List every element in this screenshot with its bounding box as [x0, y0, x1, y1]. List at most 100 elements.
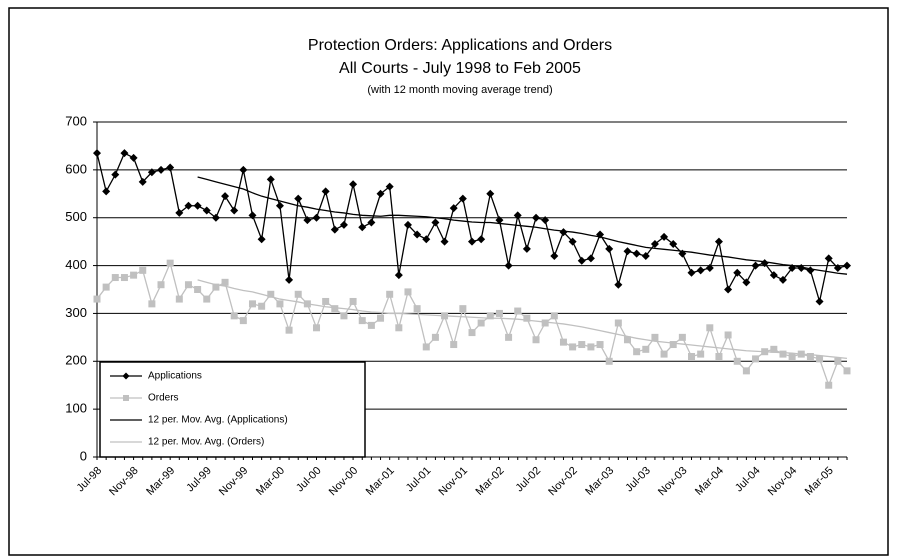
series-line — [197, 176, 848, 275]
marker — [276, 300, 284, 308]
marker — [614, 319, 622, 327]
marker — [120, 274, 128, 282]
marker — [431, 218, 440, 227]
legend-marker — [123, 395, 129, 401]
marker — [788, 353, 796, 360]
marker — [468, 237, 476, 246]
marker — [752, 355, 760, 363]
marker — [331, 305, 339, 313]
marker — [166, 259, 174, 267]
marker — [413, 230, 422, 239]
chart-subtitle: All Courts - July 1998 to Feb 2005 — [339, 60, 581, 77]
legend-label: Applications — [148, 371, 202, 382]
marker — [696, 266, 705, 275]
marker — [532, 213, 541, 222]
marker — [111, 170, 120, 179]
y-tick-label: 100 — [65, 401, 87, 416]
marker — [395, 324, 403, 332]
marker — [486, 312, 494, 320]
marker — [559, 338, 567, 346]
marker — [724, 331, 732, 339]
marker — [697, 350, 705, 358]
marker — [824, 254, 833, 263]
marker — [385, 182, 394, 191]
marker — [275, 201, 284, 210]
y-tick-label: 200 — [65, 353, 87, 368]
marker — [93, 295, 101, 303]
marker — [733, 268, 742, 277]
marker — [157, 281, 165, 289]
marker — [587, 343, 595, 351]
marker — [660, 232, 669, 241]
marker — [166, 163, 175, 172]
marker — [450, 341, 458, 349]
marker — [175, 208, 184, 217]
marker — [550, 252, 559, 260]
marker — [313, 324, 321, 332]
marker — [513, 211, 522, 220]
marker — [751, 261, 760, 270]
marker — [834, 357, 842, 365]
marker — [422, 343, 430, 351]
series-line — [197, 279, 848, 360]
marker — [102, 187, 111, 196]
marker — [778, 275, 787, 284]
marker — [577, 256, 586, 265]
marker — [339, 220, 348, 229]
marker — [468, 329, 476, 337]
marker — [742, 278, 751, 287]
marker — [130, 271, 138, 279]
marker — [266, 175, 275, 184]
marker — [267, 290, 275, 298]
marker — [248, 300, 256, 308]
marker — [641, 252, 650, 260]
marker — [705, 263, 714, 272]
marker — [816, 355, 824, 363]
marker — [733, 357, 741, 365]
marker — [258, 302, 266, 310]
marker — [605, 357, 613, 365]
marker — [541, 319, 549, 327]
marker — [120, 149, 129, 158]
marker — [687, 268, 696, 277]
marker — [358, 317, 366, 325]
marker — [724, 285, 733, 294]
marker — [129, 153, 138, 162]
marker — [843, 367, 851, 375]
marker — [833, 263, 842, 272]
frame — [8, 7, 889, 556]
marker — [230, 312, 238, 320]
legend-label: 12 per. Mov. Avg. (Applications) — [148, 415, 288, 426]
marker — [221, 278, 229, 286]
y-tick-label: 600 — [65, 161, 87, 176]
marker — [504, 261, 513, 270]
marker — [779, 350, 787, 358]
marker — [303, 216, 312, 225]
marker — [340, 312, 348, 320]
marker — [203, 295, 211, 303]
marker — [184, 201, 193, 210]
marker — [431, 333, 439, 341]
marker — [422, 235, 431, 244]
marker — [330, 225, 339, 234]
marker — [458, 194, 467, 203]
marker — [193, 201, 202, 210]
marker — [505, 333, 513, 341]
marker — [413, 305, 421, 313]
marker — [157, 165, 166, 174]
marker — [202, 206, 211, 215]
marker — [349, 180, 358, 189]
marker — [194, 286, 202, 293]
marker — [825, 381, 833, 389]
marker — [184, 281, 192, 289]
marker — [651, 333, 659, 341]
marker — [248, 211, 257, 220]
marker — [139, 266, 147, 274]
marker — [769, 271, 778, 280]
marker — [495, 216, 504, 225]
marker — [403, 220, 412, 229]
marker — [477, 319, 485, 327]
marker — [257, 235, 266, 244]
marker — [322, 297, 330, 305]
